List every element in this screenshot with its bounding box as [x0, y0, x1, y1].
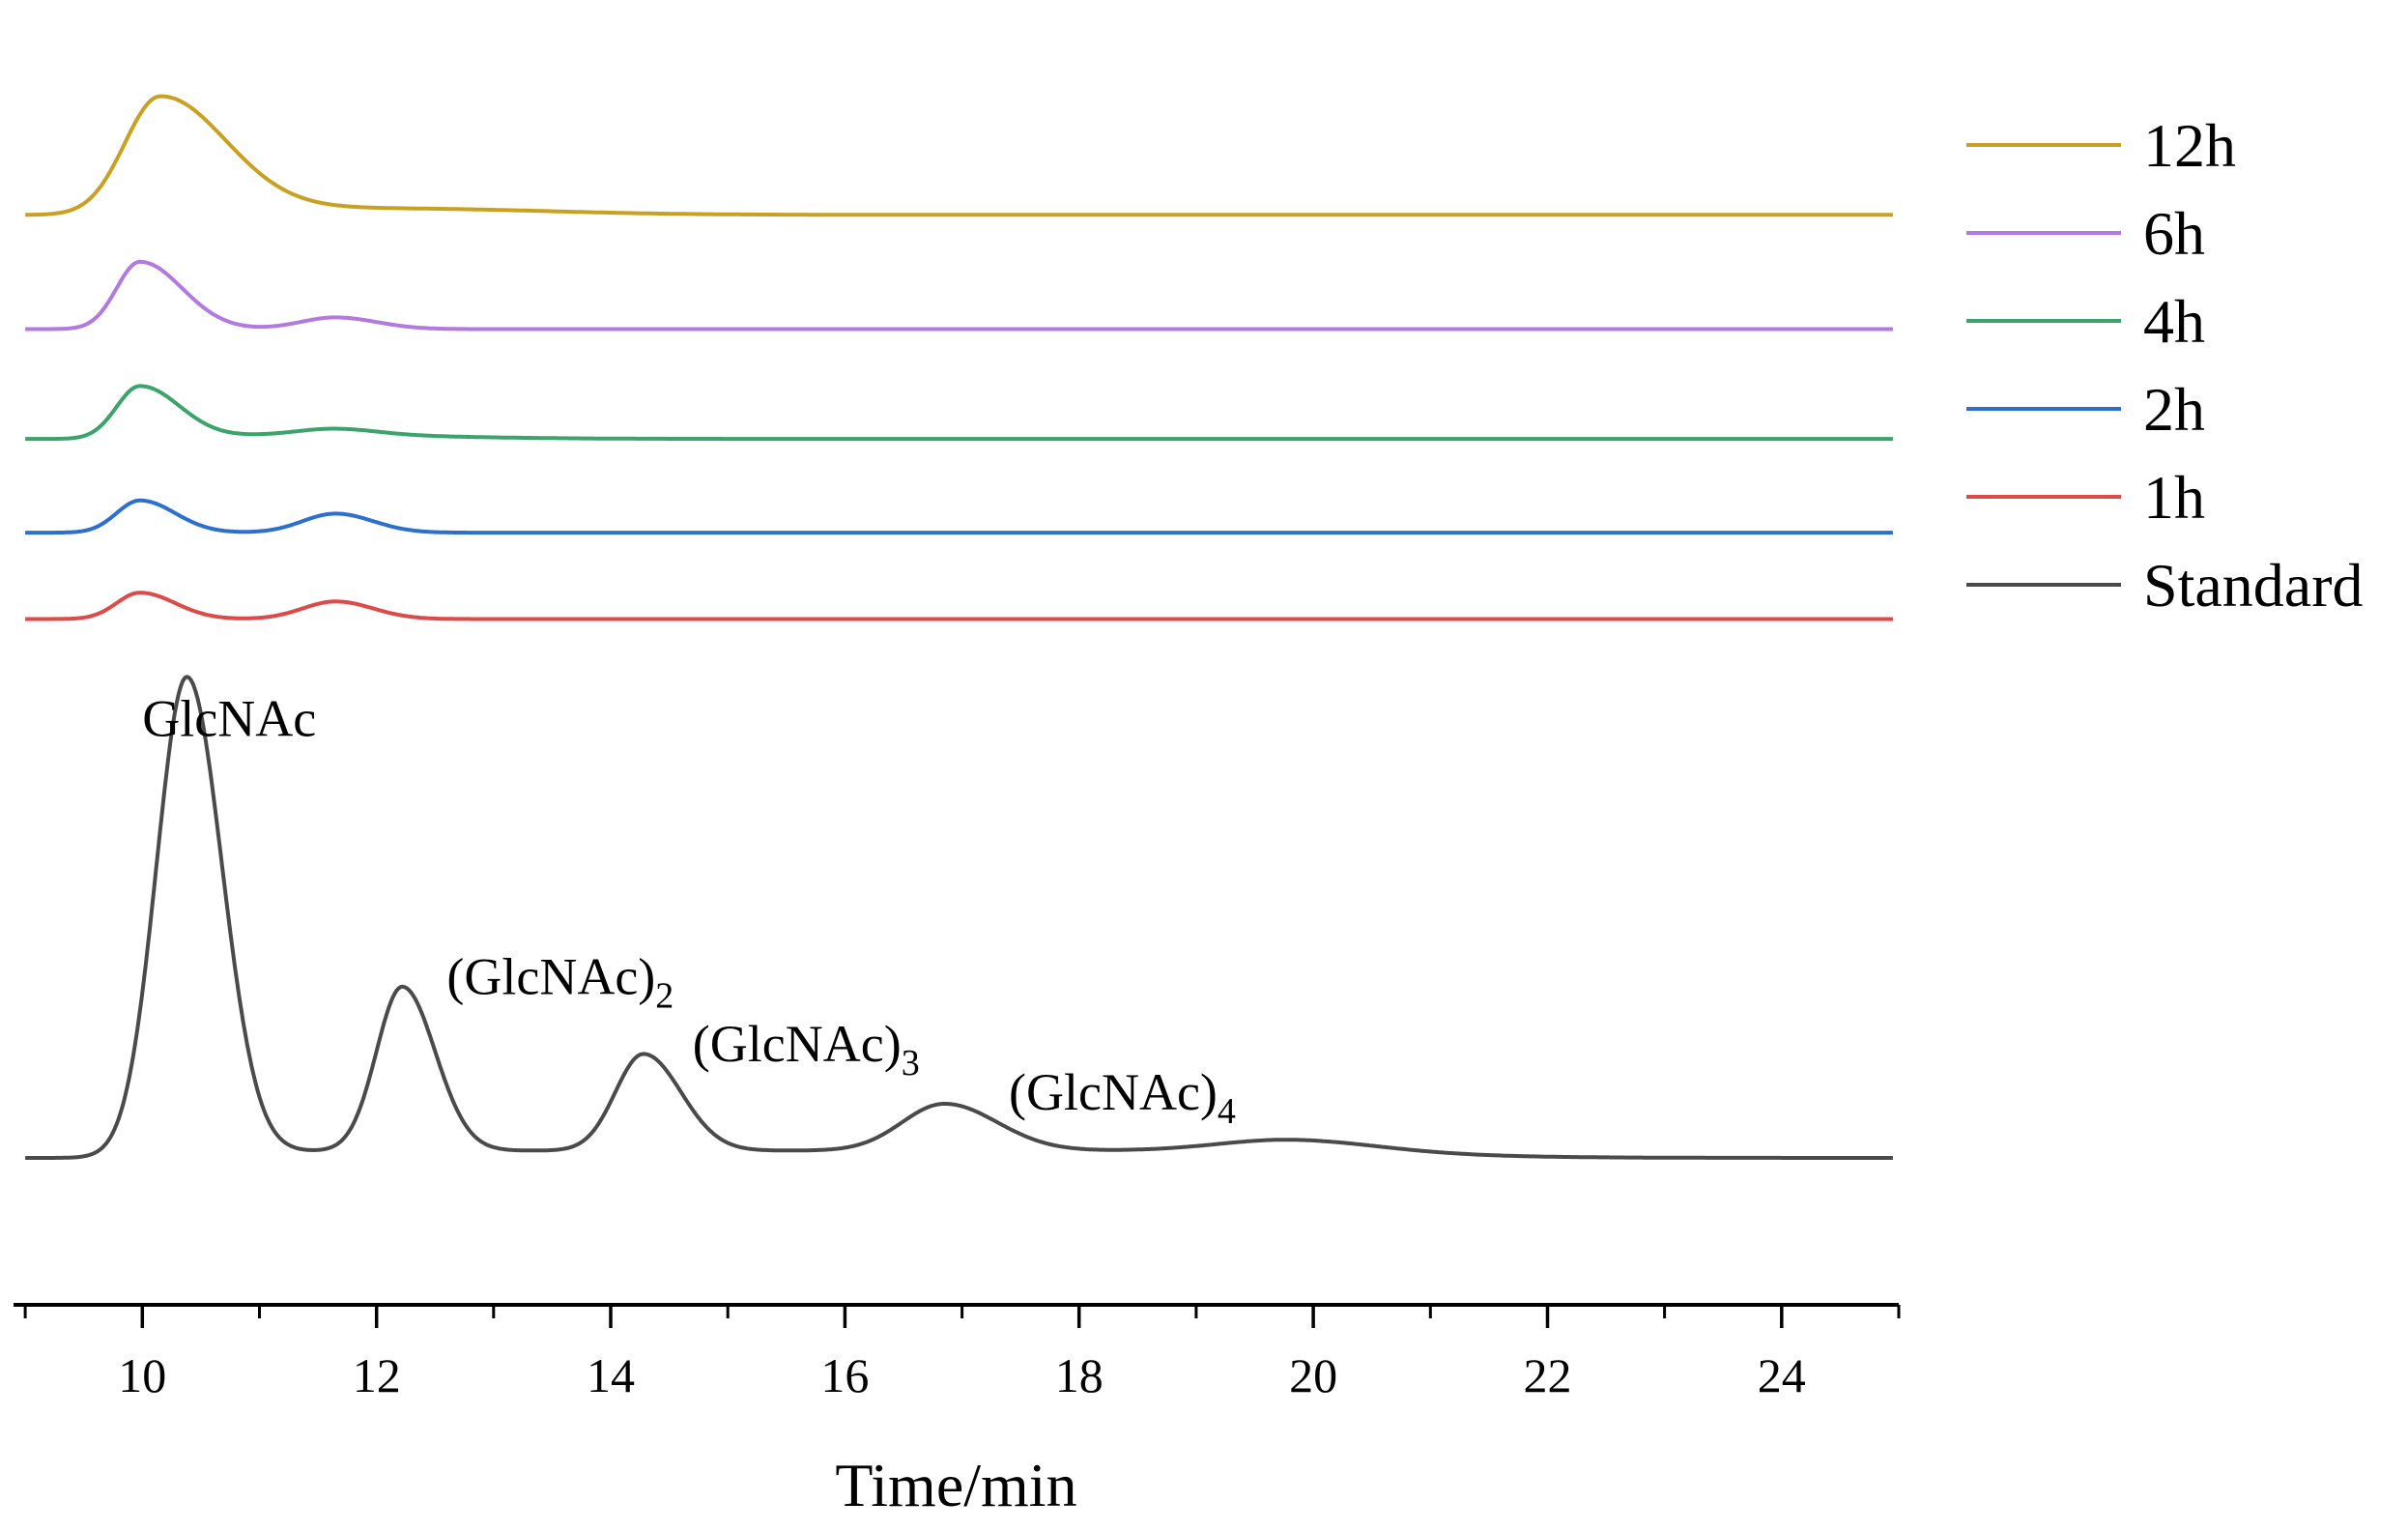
- x-tick-label: 24: [1758, 1348, 1806, 1402]
- legend: 12h 6h 4h 2h 1h Standard: [1966, 111, 2364, 620]
- x-tick-label: 18: [1055, 1348, 1104, 1402]
- legend-label-2h: 2h: [2143, 375, 2205, 444]
- series-group: [25, 94, 1893, 1160]
- x-axis-title: Time/min: [835, 1451, 1076, 1519]
- x-tick-label: 14: [587, 1348, 635, 1402]
- series-line-1h: [25, 591, 1893, 621]
- legend-label-6h: 6h: [2143, 199, 2205, 268]
- x-tick-label: 22: [1524, 1348, 1572, 1402]
- peak-annotation-3: (GlcNAc)3: [693, 1015, 920, 1083]
- legend-label-12h: 12h: [2143, 111, 2236, 180]
- peak-annotations: GlcNAc (GlcNAc)2 (GlcNAc)3 (GlcNAc)4: [142, 690, 1236, 1132]
- peak-annotation-2: (GlcNAc)2: [446, 947, 674, 1016]
- x-tick-label: 20: [1289, 1348, 1337, 1402]
- x-tick-label: 16: [820, 1348, 869, 1402]
- series-line-12h: [25, 94, 1893, 217]
- x-tick-label: 12: [353, 1348, 401, 1402]
- series-line-2h: [25, 498, 1893, 535]
- series-line-standard: [25, 675, 1893, 1160]
- series-line-6h: [25, 259, 1893, 332]
- legend-label-standard: Standard: [2143, 551, 2364, 620]
- x-tick-label: 10: [118, 1348, 166, 1402]
- legend-label-4h: 4h: [2143, 287, 2205, 356]
- peak-annotation-4: (GlcNAc)4: [1009, 1063, 1236, 1132]
- legend-label-1h: 1h: [2143, 463, 2205, 532]
- peak-annotation-1: GlcNAc: [142, 690, 316, 748]
- x-axis: 10 12 14 16 18 20 22 24: [14, 1303, 1901, 1402]
- series-line-4h: [25, 384, 1893, 442]
